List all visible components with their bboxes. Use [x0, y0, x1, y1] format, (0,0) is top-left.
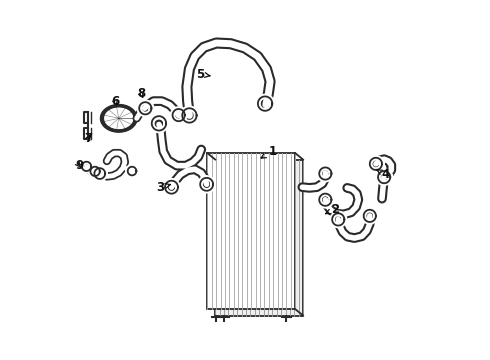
Bar	[215, 159, 303, 316]
Text: 1: 1	[261, 145, 276, 158]
Text: 5: 5	[196, 68, 210, 81]
Text: 6: 6	[111, 95, 119, 108]
Text: 7: 7	[84, 132, 92, 145]
Text: 3: 3	[156, 181, 171, 194]
Bar	[207, 153, 295, 309]
Text: 2: 2	[325, 203, 339, 216]
Text: 8: 8	[137, 87, 145, 100]
Text: 4: 4	[376, 168, 390, 181]
Text: 9: 9	[75, 159, 83, 172]
